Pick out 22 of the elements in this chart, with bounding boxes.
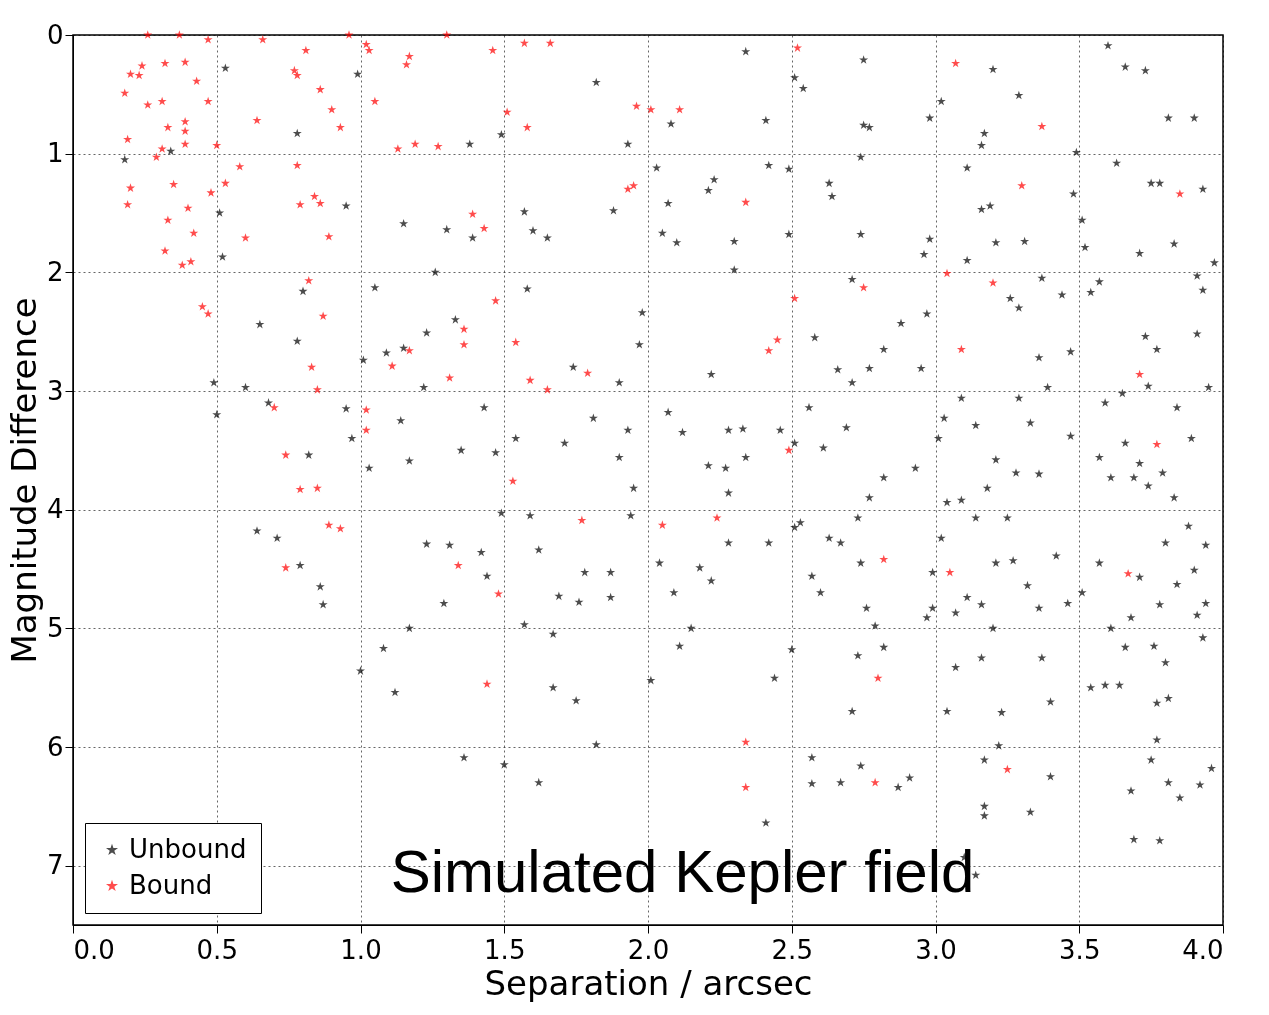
x-tick-label: 4.0 [1182,934,1224,965]
x-tick-label: 2.5 [771,934,813,965]
x-tick-label: 1.0 [340,934,382,965]
y-tick-label: 0 [46,19,64,50]
y-tick-label: 5 [46,612,64,643]
x-tick-label: 0.5 [196,934,238,965]
y-tick-label: 3 [46,375,64,406]
y-tick-label: 1 [46,138,64,169]
y-axis-title: Magnitude Difference [3,297,44,664]
x-tick-label: 2.0 [627,934,670,965]
annotation: Simulated Kepler field [390,838,975,905]
y-tick-label: 2 [46,256,64,287]
x-tick-label: 0.0 [73,934,115,965]
x-tick-label: 3.0 [915,934,957,965]
y-tick-label: 6 [46,731,64,762]
y-tick-label: 4 [46,494,64,525]
x-tick-label: 3.5 [1059,934,1101,965]
legend-label: Unbound [129,834,247,864]
x-axis-title: Separation / arcsec [484,962,813,1003]
y-tick-label: 7 [46,850,64,881]
x-tick-label: 1.5 [484,934,526,965]
legend-label: Bound [129,870,213,900]
